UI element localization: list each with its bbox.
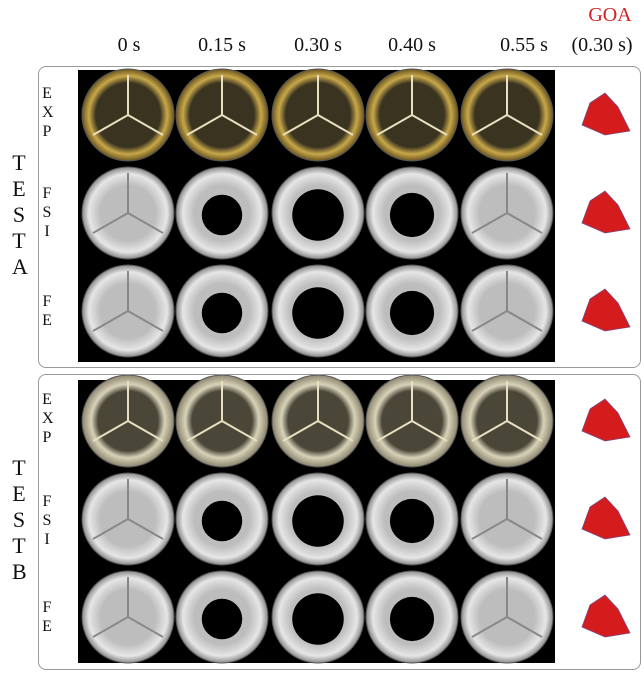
goa-time: (0.30 s) — [560, 34, 644, 57]
column-label: 0.30 s — [273, 34, 363, 57]
row-label: FE — [42, 292, 52, 330]
row-label: EXP — [42, 390, 52, 447]
row-label: FE — [42, 598, 52, 636]
figure: GOA 0 s 0.15 s 0.30 s 0.40 s 0.55 s (0.3… — [0, 0, 644, 674]
panel-label: TEST B — [12, 455, 26, 585]
row-label: EXP — [42, 84, 52, 141]
column-label: 0.55 s — [479, 34, 569, 57]
panel — [38, 66, 641, 368]
column-label: 0.40 s — [367, 34, 457, 57]
panel-label: TEST A — [12, 150, 26, 280]
row-label: FSI — [42, 492, 52, 549]
row-label: FSI — [42, 184, 52, 241]
column-label: 0.15 s — [177, 34, 267, 57]
panel — [38, 374, 641, 670]
column-label: 0 s — [84, 34, 174, 57]
goa-title: GOA — [580, 4, 640, 27]
